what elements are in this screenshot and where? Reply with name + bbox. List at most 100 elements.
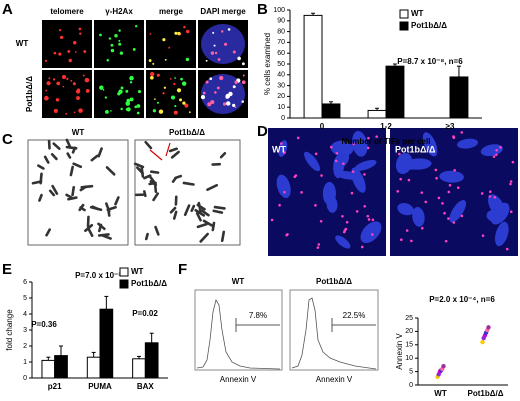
x-tick-label: 1-2 [380, 122, 392, 131]
y-tick-label: 40 [277, 72, 285, 79]
focus [225, 101, 231, 106]
telomere-signal [334, 159, 338, 163]
focus [55, 98, 60, 102]
bar [41, 359, 56, 379]
telomere-signal [342, 162, 345, 165]
annotation: P=0.36 [31, 320, 57, 329]
focus [150, 71, 155, 77]
focus [174, 77, 176, 79]
telomere-signal [345, 220, 349, 224]
focus [224, 42, 228, 46]
chromosome-spread [457, 138, 478, 149]
telomere-signal [351, 170, 355, 173]
chromosome [105, 202, 111, 213]
focus [56, 81, 61, 86]
y-tick-label: 5 [409, 368, 413, 375]
y-tick-label: 80 [277, 28, 285, 35]
y-tick-label: 0 [409, 382, 413, 389]
micrograph [42, 20, 92, 68]
focus [106, 59, 110, 62]
karyotype-frame [27, 139, 129, 246]
chromosome [43, 155, 50, 164]
legend-label: WT [131, 267, 144, 276]
focus [126, 108, 129, 111]
telomere-signal [329, 145, 333, 149]
chromosome [219, 151, 227, 159]
telomere-signal [316, 246, 320, 249]
y-tick-label: 50 [277, 61, 285, 68]
focus [173, 82, 176, 86]
telomere-signal [505, 247, 509, 251]
bar [86, 356, 101, 379]
telomere-signal [335, 151, 339, 155]
telomere-signal [410, 239, 413, 243]
focus [99, 85, 104, 90]
x-tick-label: WT [434, 389, 447, 398]
telomere-signal [435, 176, 438, 180]
focus [85, 89, 90, 93]
bar [99, 308, 114, 379]
telomere-signal [511, 160, 515, 164]
focus [104, 109, 109, 114]
telomere-signal [344, 227, 348, 231]
telomere-signal [447, 217, 450, 220]
telomere-signal [363, 205, 367, 208]
panel-f: WT Pot1bΔ/Δ 7.8% 22.5% Annexin V Annexin… [194, 277, 379, 384]
legend-swatch [399, 9, 409, 19]
y-tick-label: 0 [23, 375, 27, 382]
chromosome [38, 193, 43, 202]
focus [44, 59, 48, 62]
focus [110, 110, 112, 112]
focus [118, 29, 121, 32]
point [486, 325, 491, 330]
chromosome [80, 184, 94, 189]
plot-title: WT [232, 277, 245, 286]
focus [232, 50, 236, 54]
focus [134, 105, 138, 109]
y-tick-label: 100 [273, 7, 285, 14]
chromosome [154, 185, 158, 194]
x-tick-label: ≥3 [446, 122, 455, 131]
focus [99, 33, 102, 37]
focus [108, 37, 112, 40]
focus [73, 111, 76, 114]
focus [214, 91, 217, 94]
bar [303, 14, 323, 119]
micrograph [42, 70, 92, 118]
bar [144, 342, 159, 379]
telomere-signal [405, 229, 409, 232]
chromosome [171, 176, 178, 183]
telomere-signal [448, 183, 452, 187]
telomere-signal [399, 238, 403, 241]
telomere-signal [283, 151, 286, 154]
focus [183, 25, 186, 29]
focus [120, 86, 124, 90]
telomere-signal [452, 136, 456, 140]
chromosome [39, 172, 43, 185]
focus [135, 25, 138, 28]
chromosome-spread [439, 170, 464, 183]
chromosome [37, 164, 45, 170]
chromosome [105, 166, 116, 176]
focus [241, 100, 245, 103]
annotation: P=7.0 x 10⁻³ [75, 271, 121, 280]
focus [125, 89, 129, 93]
telomere-signal [441, 202, 444, 205]
y-tick-label: 2 [23, 343, 27, 350]
chromosome [197, 201, 202, 213]
chromosome-spread [397, 202, 414, 216]
focus [227, 28, 231, 31]
focus [102, 89, 105, 91]
x-tick-label: 0 [320, 122, 325, 131]
y-tick-label: 4 [23, 311, 27, 318]
focus [225, 95, 230, 99]
telomere-signal [314, 204, 317, 207]
chromosome [71, 185, 76, 197]
x-tick-label: BAX [137, 382, 155, 391]
focus [84, 77, 90, 83]
chromosome-spread [449, 199, 466, 223]
arrow [165, 142, 171, 157]
panel-label: F [178, 261, 187, 278]
focus [129, 81, 133, 84]
chromosome [211, 162, 222, 166]
